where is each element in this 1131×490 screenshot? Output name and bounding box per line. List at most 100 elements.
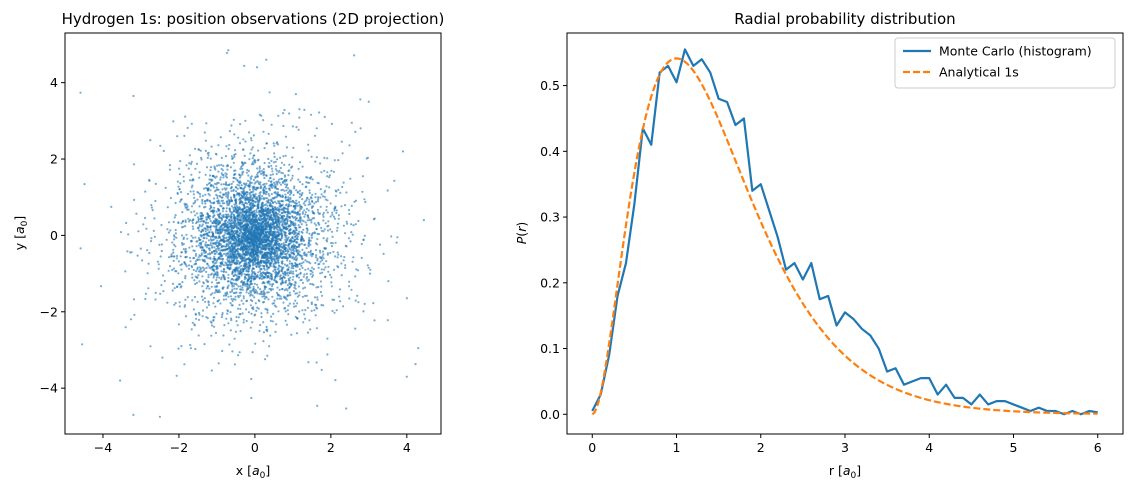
scatter-point [214, 219, 217, 222]
scatter-point [246, 245, 249, 248]
scatter-point [326, 211, 329, 214]
scatter-point [215, 186, 218, 189]
scatter-point [319, 162, 322, 165]
scatter-point [330, 169, 333, 172]
scatter-point [184, 255, 187, 259]
scatter-point [192, 308, 195, 311]
scatter-point [261, 195, 264, 198]
scatter-point [305, 227, 308, 230]
scatter-point [231, 238, 234, 241]
scatter-point [160, 249, 163, 253]
scatter-point [310, 255, 313, 258]
scatter-point [235, 287, 238, 290]
scatter-point [198, 258, 201, 261]
scatter-point [337, 188, 340, 191]
scatter-point [316, 404, 319, 407]
scatter-point [200, 249, 204, 252]
scatter-point [180, 222, 183, 225]
scatter-point [349, 177, 352, 180]
scatter-point [267, 280, 270, 283]
scatter-point [267, 165, 270, 168]
scatter-point [230, 182, 233, 185]
scatter-point [182, 225, 185, 228]
scatter-point [241, 312, 244, 315]
scatter-point [240, 247, 243, 250]
scatter-point [310, 302, 313, 306]
scatter-point [270, 285, 274, 288]
scatter-point [254, 181, 257, 184]
scatter-point [232, 246, 235, 249]
scatter-point [373, 217, 376, 220]
scatter-point [189, 190, 192, 193]
scatter-point [194, 236, 197, 239]
scatter-point [174, 201, 177, 205]
scatter-point [269, 184, 272, 187]
scatter-point [254, 342, 257, 345]
scatter-point [190, 162, 193, 166]
scatter-point [227, 147, 230, 150]
scatter-point [240, 226, 243, 229]
scatter-point [335, 211, 338, 214]
scatter-point [286, 250, 290, 253]
scatter-point [261, 273, 264, 277]
scatter-point [252, 178, 256, 182]
scatter-point [325, 260, 328, 263]
scatter-point [288, 254, 291, 257]
scatter-point [218, 276, 221, 279]
scatter-point [159, 255, 162, 258]
scatter-point [276, 255, 279, 258]
scatter-point [243, 281, 246, 285]
scatter-point [180, 234, 184, 237]
scatter-point [238, 266, 241, 269]
scatter-point [293, 238, 296, 241]
scatter-point [190, 240, 193, 243]
scatter-point [286, 187, 290, 190]
scatter-point [271, 258, 274, 261]
scatter-point [225, 248, 229, 251]
scatter-point [237, 227, 240, 230]
scatter-point [239, 123, 242, 126]
scatter-point [255, 246, 258, 249]
scatter-point [284, 274, 287, 277]
scatter-point [252, 225, 255, 228]
scatter-point [258, 214, 262, 217]
scatter-point [250, 191, 253, 194]
scatter-point [292, 253, 296, 256]
scatter-point [322, 304, 325, 307]
scatter-point [279, 166, 282, 170]
scatter-point [266, 238, 269, 241]
scatter-point [256, 167, 259, 170]
scatter-point [297, 219, 300, 222]
scatter-point [244, 119, 247, 122]
scatter-point [348, 212, 351, 216]
scatter-point [274, 262, 277, 265]
scatter-point [286, 211, 290, 214]
scatter-point [300, 223, 303, 226]
scatter-point [191, 221, 194, 224]
scatter-point [261, 295, 264, 298]
scatter-point [245, 308, 248, 311]
scatter-point [233, 287, 236, 290]
scatter-point [258, 194, 262, 197]
scatter-point [225, 215, 228, 219]
scatter-point [265, 247, 268, 250]
scatter-point [150, 204, 153, 207]
scatter-point [242, 321, 245, 324]
scatter-point [254, 302, 257, 305]
scatter-point [249, 326, 252, 329]
scatter-point [307, 209, 310, 212]
scatter-point [157, 263, 160, 266]
scatter-point [268, 244, 271, 247]
scatter-point [201, 223, 204, 226]
scatter-point [234, 295, 237, 298]
scatter-point [273, 181, 276, 184]
scatter-point [245, 248, 248, 251]
scatter-point [83, 183, 86, 186]
scatter-point [300, 254, 303, 257]
scatter-point [249, 184, 252, 187]
scatter-point [271, 288, 274, 291]
scatter-point [255, 276, 258, 279]
scatter-point [267, 272, 270, 275]
scatter-point [218, 215, 221, 218]
